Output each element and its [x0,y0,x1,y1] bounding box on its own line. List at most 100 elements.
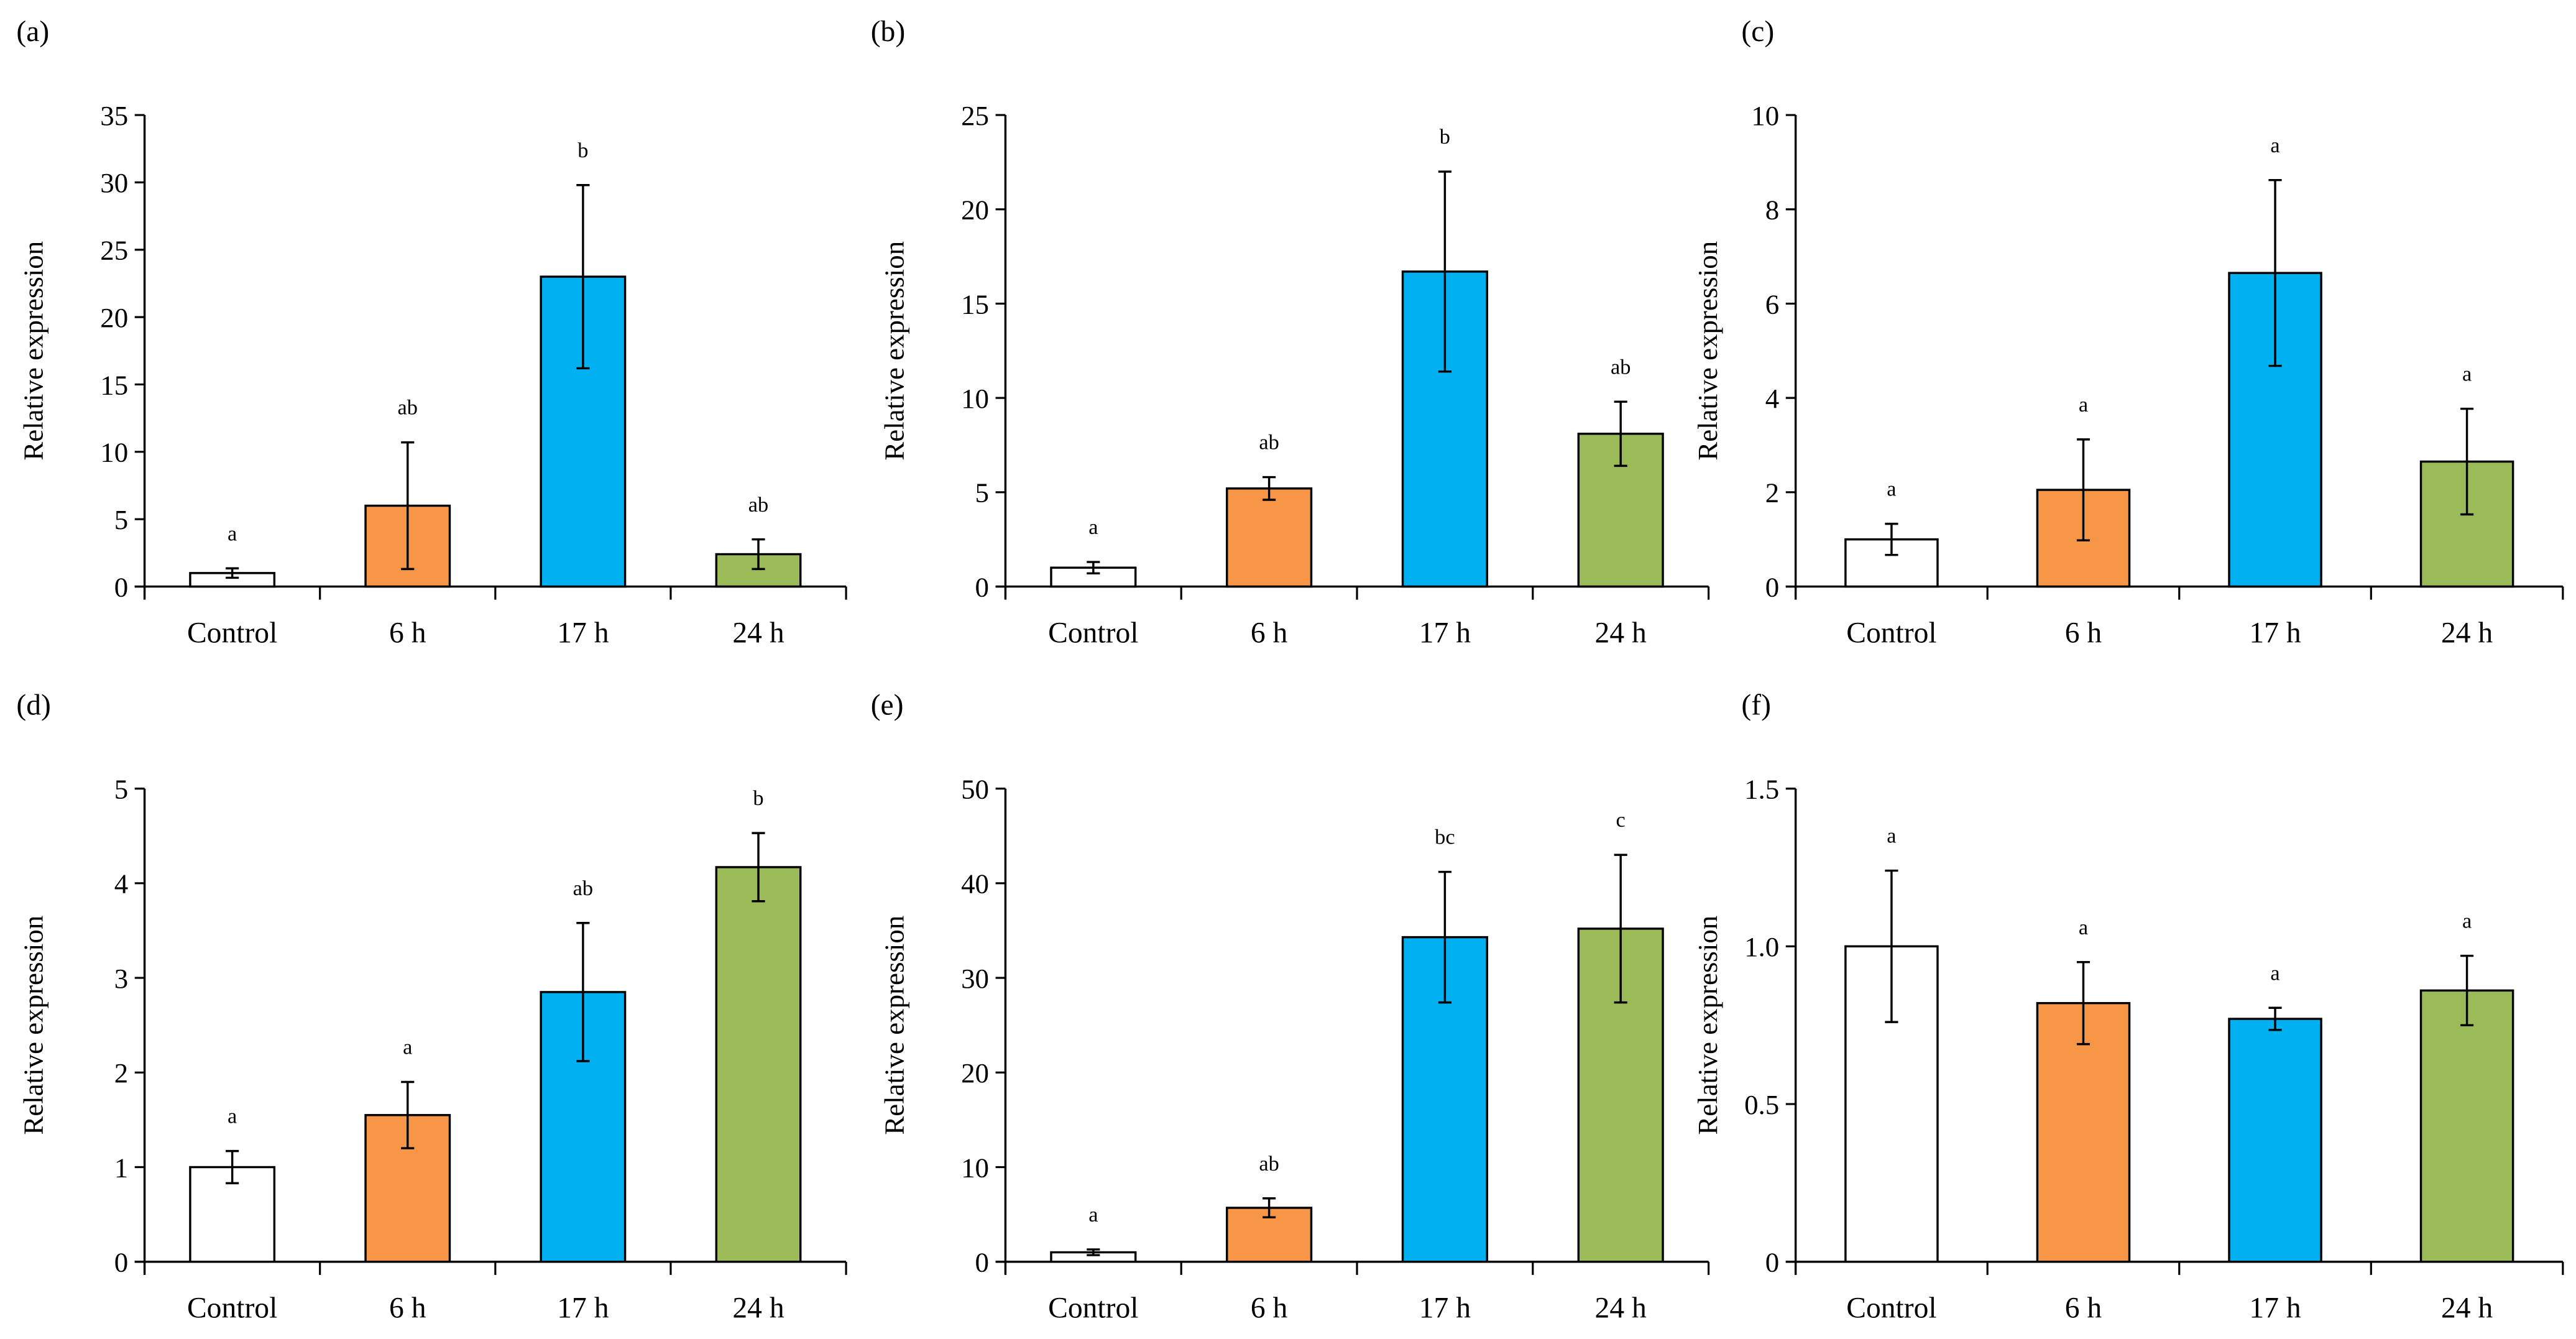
x-tick-label: 6 h [2065,1292,2102,1325]
y-tick-label: 10 [1751,100,1779,131]
panel-label: (a) [16,16,49,48]
y-tick-label: 10 [100,437,128,468]
bar-24h [715,553,802,588]
x-tick-label: 17 h [1419,617,1471,649]
y-tick-label: 20 [100,302,128,333]
x-tick-label: Control [187,1292,277,1325]
y-tick-label: 1.5 [1744,773,1779,804]
panel-label: (c) [1741,16,1774,48]
significance-letter: a [2079,393,2088,416]
significance-letter: a [403,1036,412,1059]
bar-24h [715,866,802,1263]
y-axis-label: Relative expression [1692,241,1723,461]
bar-control [1050,566,1137,588]
panel-label: (d) [16,689,50,722]
y-tick-label: 2 [1765,477,1779,508]
significance-letter: a [2270,134,2279,157]
panel-label: (f) [1741,689,1771,722]
significance-letter: ab [748,493,768,517]
x-tick-label: Control [1846,1292,1936,1325]
panel-label: (e) [871,689,904,722]
y-axis-label: Relative expression [879,241,910,461]
chart-panel-f: (f) Relative expression 0 0.5 1.0 1.5 a Control… [1692,689,2564,1325]
x-tick-label: 17 h [557,1292,609,1325]
y-axis-label: Relative expression [18,241,49,461]
x-tick-label: Control [1048,617,1138,649]
chart-panel-c: (c) Relative expression 0 2 4 6 8 10 a Control a 6 … [1692,16,2564,649]
y-tick-label: 15 [961,288,989,320]
x-tick-label: Control [1846,617,1936,649]
bar-6h [1226,487,1313,588]
x-tick-label: 24 h [732,1292,784,1325]
y-axis-label: Relative expression [1692,916,1723,1135]
bar-17h [2228,1018,2322,1263]
significance-letter: a [1088,515,1098,539]
y-tick-label: 1 [114,1152,128,1183]
significance-letter: a [1088,1203,1098,1226]
y-tick-label: 2 [114,1057,128,1088]
significance-letter: ab [573,877,593,900]
significance-letter: a [2270,961,2279,985]
significance-letter: a [2462,362,2472,386]
x-tick-label: 24 h [2441,617,2493,649]
y-tick-label: 4 [1765,383,1779,414]
x-tick-label: 6 h [389,1292,426,1325]
y-tick-label: 1.0 [1744,931,1779,962]
significance-letter: a [1887,824,1896,848]
x-tick-label: 6 h [1251,617,1288,649]
x-tick-label: 6 h [389,617,426,649]
significance-letter: ab [398,396,418,420]
y-tick-label: 40 [961,868,989,900]
x-tick-label: 17 h [1419,1292,1471,1325]
x-tick-label: 24 h [1595,1292,1647,1325]
y-tick-label: 25 [100,235,128,266]
panel-label: (b) [871,16,905,48]
x-tick-label: 17 h [557,617,609,649]
significance-letter: a [228,522,237,545]
y-tick-label: 0.5 [1744,1089,1779,1120]
bar-24h [2419,989,2514,1263]
y-tick-label: 10 [961,1152,989,1183]
y-tick-label: 15 [100,369,128,400]
x-tick-label: 24 h [1595,617,1647,649]
chart-panel-a: (a) Relative expression 0 5 10 15 20 25 30 35 a Con… [16,16,847,649]
x-tick-label: Control [187,617,277,649]
x-tick-label: 6 h [2065,617,2102,649]
significance-letter: a [1887,477,1896,501]
y-axis-label: Relative expression [879,916,910,1135]
significance-letter: bc [1435,826,1455,849]
y-tick-label: 0 [975,571,989,602]
y-tick-label: 0 [975,1247,989,1278]
x-tick-label: 6 h [1251,1292,1288,1325]
x-tick-label: 24 h [732,617,784,649]
y-tick-label: 5 [114,773,128,804]
chart-panel-b: (b) Relative expression 0 5 10 15 20 25 a Control… [871,16,1710,649]
significance-letter: ab [1259,1152,1279,1176]
y-tick-label: 30 [100,167,128,198]
y-tick-label: 20 [961,1057,989,1088]
y-tick-label: 35 [100,100,128,131]
significance-letter: c [1616,808,1626,832]
y-tick-label: 10 [961,383,989,414]
significance-letter: b [753,786,763,810]
x-tick-label: 24 h [2441,1292,2493,1325]
significance-letter: ab [1259,431,1279,454]
significance-letter: b [1440,125,1450,149]
y-axis-label: Relative expression [18,916,49,1135]
significance-letter: a [2079,916,2088,939]
y-tick-label: 0 [114,1247,128,1278]
y-tick-label: 5 [975,477,989,508]
x-tick-label: 17 h [2249,617,2301,649]
x-tick-label: Control [1048,1292,1138,1325]
y-tick-label: 4 [114,868,128,900]
chart-panel-d: (d) Relative expression 0 1 2 3 4 5 a Control a 6 h… [16,689,847,1325]
x-tick-label: 17 h [2249,1292,2301,1325]
y-tick-label: 0 [1765,1247,1779,1278]
y-tick-label: 6 [1765,288,1779,320]
y-tick-label: 0 [1765,571,1779,602]
y-tick-label: 50 [961,773,989,804]
chart-panel-e: (e) Relative expression 0 10 20 30 40 50 a Contro… [871,689,1710,1325]
significance-letter: a [2462,909,2472,933]
y-tick-label: 0 [114,571,128,602]
